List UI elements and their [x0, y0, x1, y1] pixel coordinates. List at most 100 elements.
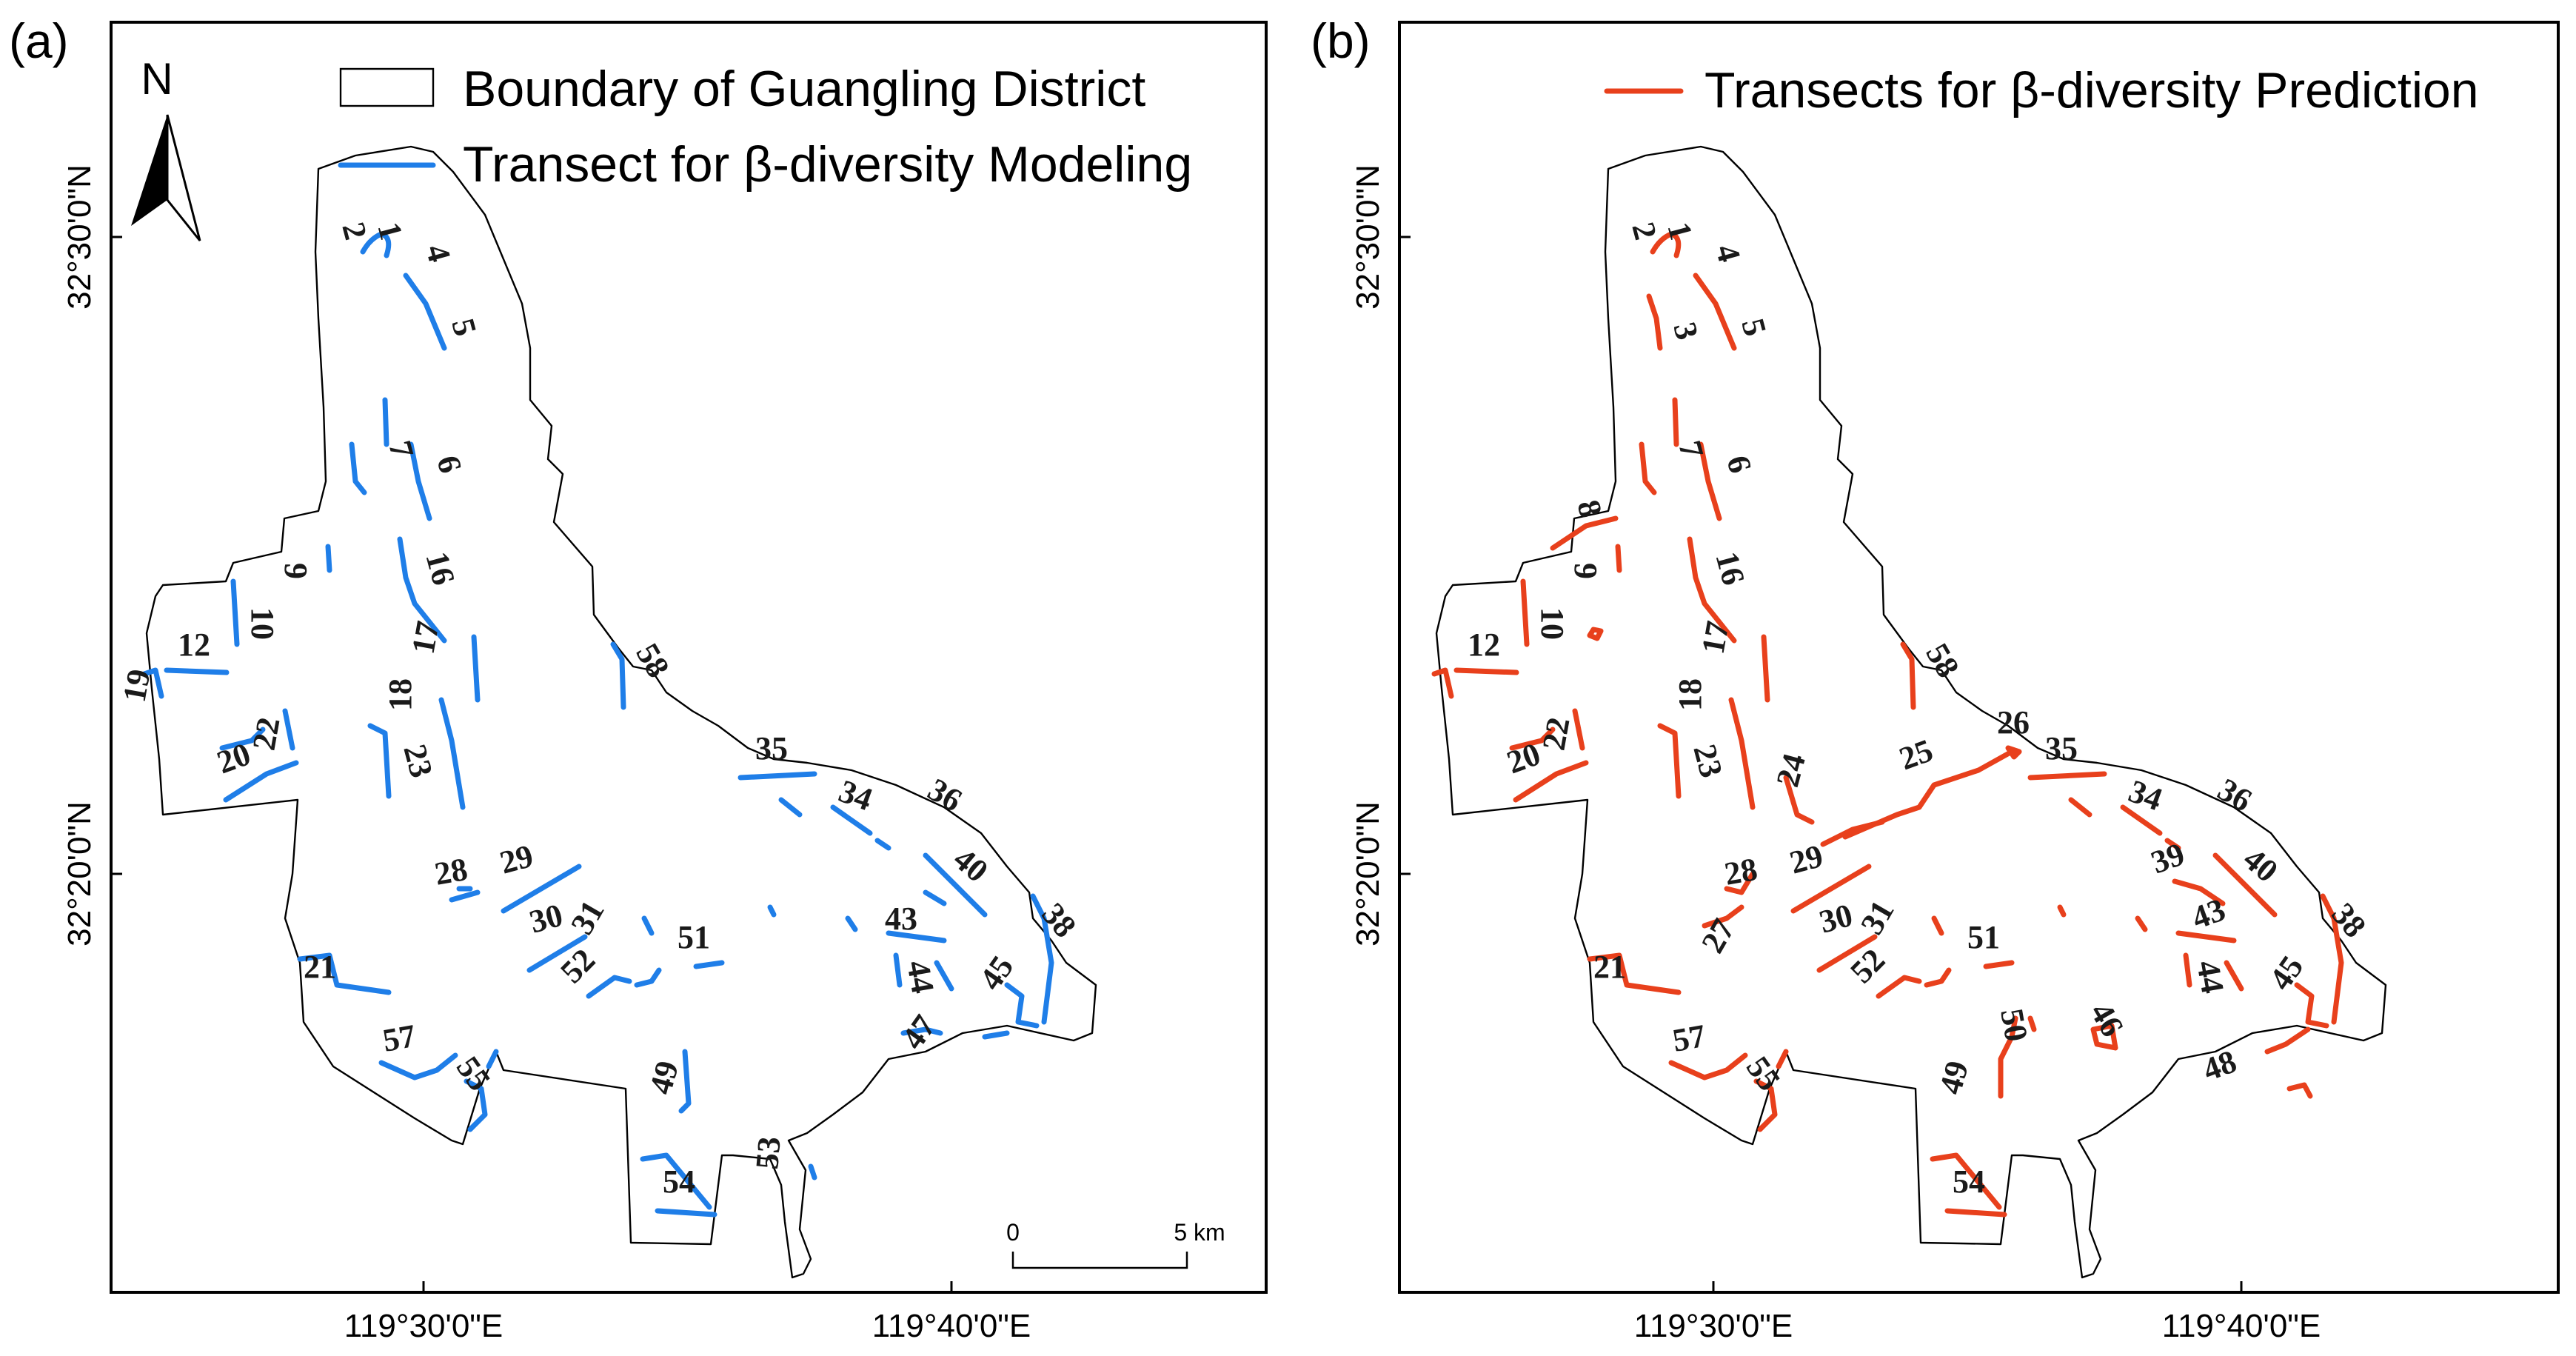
transect-line [1550, 515, 1619, 551]
transect-line [808, 1163, 817, 1180]
transect-line [934, 960, 954, 992]
transect-label: 51 [1967, 919, 2000, 955]
legend-transect-label-b: Transects for β-diversity Prediction [1704, 62, 2479, 118]
transect-label: 21 [1593, 949, 1626, 985]
panel-a: N Boundary of Guangling District Transec… [110, 21, 1268, 1294]
transect-line [1753, 1078, 1778, 1132]
transect-line [325, 544, 332, 573]
transect-line [382, 397, 389, 447]
transect-line [2068, 797, 2092, 818]
transect-line [640, 1152, 712, 1210]
transect-line [164, 667, 230, 675]
transect-line [1724, 871, 1756, 895]
transect-line [2027, 771, 2107, 781]
transect-label: 53 [749, 1135, 788, 1171]
transect-line [1944, 1208, 2007, 1218]
panel-tag-b: (b) [1311, 13, 1371, 68]
transect-line [845, 915, 858, 932]
transect-line [1520, 578, 1530, 647]
transect-line [438, 697, 466, 810]
transects-b [1431, 231, 2344, 1218]
transect-line [1657, 723, 1682, 799]
north-arrow-icon: N [131, 54, 201, 241]
transect-line [1615, 544, 1622, 573]
transect-label: 12 [1468, 627, 1500, 663]
transect-line [2320, 893, 2344, 1025]
transect-line [1650, 231, 1682, 258]
transect-label: 12 [178, 627, 210, 663]
transect-label: 9 [1568, 563, 1604, 579]
lon-label-b-2: 119°40'0"E [2162, 1308, 2321, 1344]
transect-line [610, 641, 626, 710]
transect-line [526, 934, 588, 973]
transect-label: 18 [382, 678, 418, 711]
axis-ticks [111, 236, 2243, 1292]
transect-line [767, 904, 777, 918]
transect-label: 19 [116, 667, 158, 705]
transect-line [378, 1052, 458, 1081]
transect-line [830, 804, 873, 836]
transect-label: 28 [432, 851, 470, 892]
legend-b: Transects for β-diversity Prediction [1604, 62, 2479, 118]
transect-line [886, 930, 947, 943]
transect-line [1687, 536, 1737, 644]
transect-line [219, 727, 266, 751]
transect-line [1453, 667, 1519, 675]
transect-line [1761, 634, 1770, 703]
transect-line [297, 952, 392, 995]
transect-label: 22 [246, 715, 287, 753]
transects-a [141, 231, 1054, 1218]
lat-label-b-2: 32°20'0"N [1350, 801, 1386, 946]
transect-line [982, 1030, 1010, 1040]
legend-boundary-swatch [339, 67, 435, 107]
transect-line [586, 975, 632, 999]
transect-line [1702, 904, 1744, 929]
transect-line [1672, 397, 1679, 447]
transect-line [678, 1049, 692, 1114]
transect-line [693, 960, 725, 969]
transect-line [1930, 1152, 2002, 1210]
transect-line [874, 838, 891, 851]
transect-label: 28 [1722, 851, 1760, 892]
transect-line [923, 852, 988, 918]
transect-line [641, 915, 655, 936]
transect-label: 44 [2189, 958, 2231, 996]
transect-line [349, 441, 367, 495]
lat-label-a-2: 32°20'0"N [61, 801, 98, 946]
transect-label: 9 [278, 563, 314, 579]
transect-line [1776, 1049, 1789, 1069]
transect-label: 35 [755, 730, 788, 766]
transect-line [2057, 904, 2067, 918]
transect-line [1030, 893, 1054, 1025]
transect-line [464, 1078, 488, 1132]
scale-end-label: 5 km [1174, 1219, 1225, 1246]
transect-line [141, 667, 164, 699]
transect-line [1513, 760, 1589, 803]
transect-line [1572, 708, 1585, 751]
transect-label: 10 [244, 607, 281, 640]
transect-line [2183, 952, 2192, 988]
transect-line [1876, 975, 1922, 999]
lon-label-a-1: 119°30'0"E [344, 1308, 504, 1344]
transect-line [1983, 960, 2015, 969]
transect-label: 43 [885, 901, 917, 937]
transect-line [2120, 804, 2163, 836]
transect-line [1431, 667, 1454, 699]
transect-label: 35 [2045, 730, 2078, 766]
transect-line [893, 952, 903, 988]
transect-line [471, 634, 481, 703]
transect-line [2172, 878, 2226, 906]
transect-line [367, 723, 392, 799]
transect-line [778, 797, 803, 818]
transect-line [634, 967, 662, 988]
transect-label: 18 [1672, 678, 1708, 711]
transect-line [360, 231, 392, 258]
transect-line [1728, 697, 1756, 810]
transect-line [2286, 1082, 2313, 1099]
transect-line [408, 441, 432, 521]
transect-line [486, 1049, 499, 1069]
transect-line [449, 889, 481, 903]
transect-line [1698, 441, 1722, 521]
transect-line [1816, 934, 1878, 973]
